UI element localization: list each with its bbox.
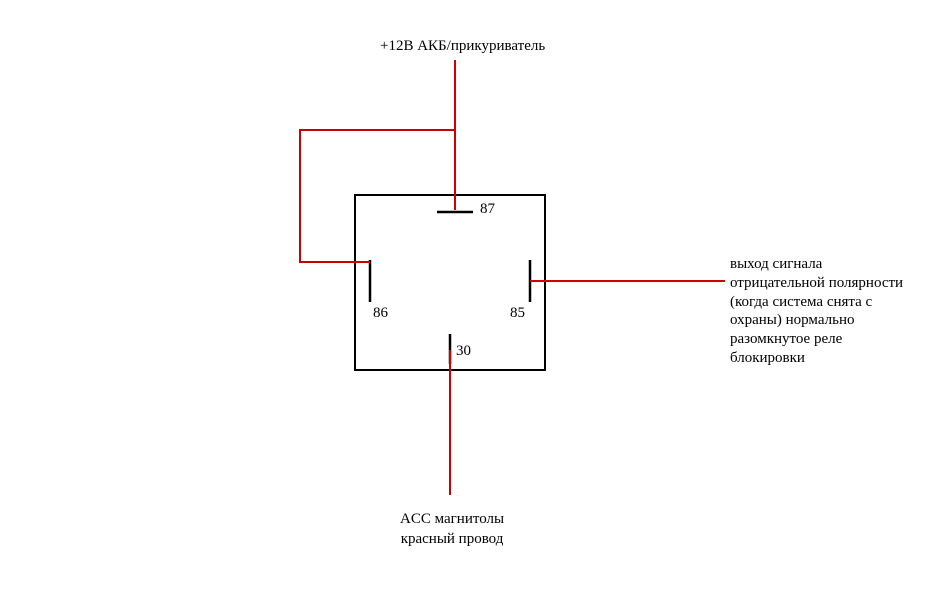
label-bottom-acc: ACC магнитолы красный провод [400,510,504,549]
label-pin-85: 85 [510,305,525,322]
label-pin-87: 87 [480,201,495,218]
label-right-signal: выход сигнала отрицательной полярности (… [730,255,903,368]
label-top-12v: +12В АКБ/прикуриватель [380,38,545,55]
label-pin-86: 86 [373,305,388,322]
label-pin-30: 30 [456,343,471,360]
